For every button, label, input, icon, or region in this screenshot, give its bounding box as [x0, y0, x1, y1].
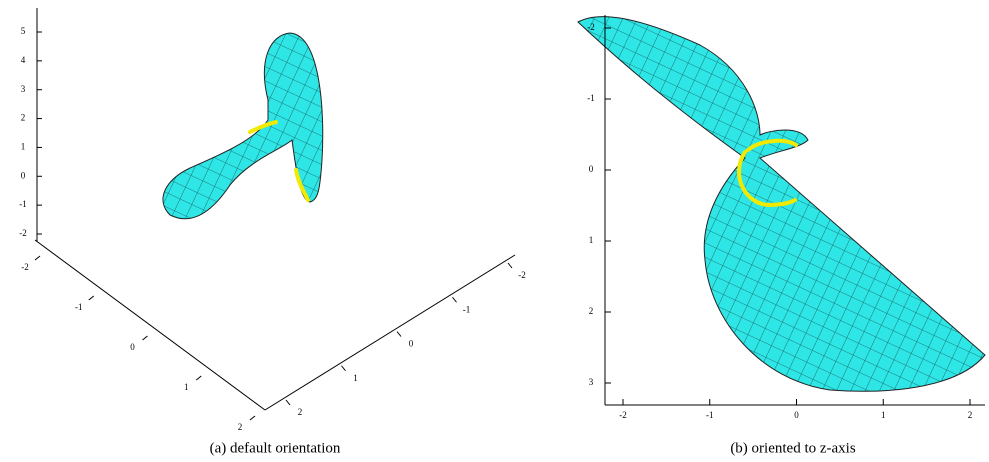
tick-label: 5 — [21, 26, 26, 36]
tick-label: 2 — [298, 407, 303, 417]
tick-label: 0 — [21, 170, 26, 180]
tick-label: 3 — [589, 377, 594, 387]
tick-label: 1 — [881, 410, 886, 420]
figure: 543210-1-2-2-1012210-1-2-2-10123-2-1012 … — [0, 0, 989, 462]
tick-label: -1 — [463, 304, 471, 314]
tick-label: 2 — [21, 113, 26, 123]
tick-label: -1 — [75, 302, 83, 312]
tick-mark — [342, 366, 346, 371]
caption: (b) oriented to z-axis — [730, 440, 856, 456]
axis-line — [35, 240, 265, 410]
caption: (a) default orientation — [210, 440, 341, 456]
tick-mark — [286, 400, 290, 405]
tick-mark — [35, 256, 40, 260]
tick-label: -2 — [518, 270, 526, 280]
tick-label: 1 — [353, 373, 358, 383]
tick-mark — [508, 263, 512, 268]
axis-line — [265, 255, 515, 410]
tick-label: 0 — [589, 164, 594, 174]
tick-label: 1 — [589, 235, 594, 245]
tick-mark — [89, 296, 94, 300]
tick-label: 4 — [21, 55, 26, 65]
tick-label: 2 — [238, 422, 243, 432]
tick-mark — [453, 297, 457, 302]
tick-label: -2 — [19, 228, 27, 238]
tick-mark — [250, 416, 255, 420]
tick-label: 0 — [409, 339, 414, 349]
tick-label: 0 — [130, 342, 135, 352]
tick-label: -2 — [21, 262, 29, 272]
tick-label: 2 — [968, 410, 973, 420]
tick-label: 3 — [21, 84, 26, 94]
tick-label: 1 — [184, 382, 189, 392]
tick-mark — [196, 376, 201, 380]
tick-label: 2 — [589, 306, 594, 316]
tick-mark — [397, 332, 401, 337]
tick-label: -2 — [587, 22, 595, 32]
tick-label: 0 — [794, 410, 799, 420]
surface-b — [578, 17, 985, 392]
tick-label: -2 — [619, 410, 627, 420]
tick-label: -1 — [706, 410, 714, 420]
tick-label: -1 — [587, 93, 595, 103]
tick-mark — [143, 336, 148, 340]
tick-label: 1 — [21, 141, 26, 151]
tick-label: -1 — [19, 199, 27, 209]
surface-a — [163, 33, 323, 219]
